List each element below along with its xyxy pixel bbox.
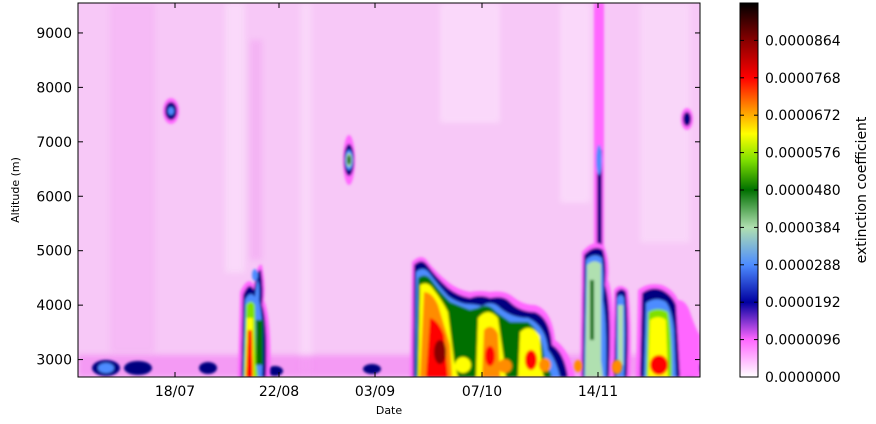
colorbar-tick-label: 0.0000672 — [765, 108, 841, 124]
colorbar-tick-label: 0.0000288 — [765, 258, 841, 274]
colorbar-label: extinction coefficient — [854, 116, 870, 263]
x-axis: 18/07 22/08 03/09 07/10 14/11 — [155, 3, 618, 400]
feature-layer-07-10 — [410, 257, 575, 377]
x-tick-label: 22/08 — [259, 384, 299, 400]
feature-cloud-03-09 — [343, 135, 355, 185]
colorbar-tick-label: 0.0000768 — [765, 71, 841, 87]
feature-plume-22-08 — [238, 264, 271, 377]
colorbar-tick-label: 0.0000096 — [765, 333, 841, 349]
x-tick-label: 14/11 — [578, 384, 618, 400]
feature-layer-late-november — [574, 284, 700, 377]
x-axis-label: Date — [376, 404, 403, 417]
x-tick-label: 03/09 — [355, 384, 395, 400]
y-axis: 3000 4000 5000 6000 7000 8000 9000 — [36, 26, 700, 369]
colorbar-tick-label: 0.0000384 — [765, 220, 841, 236]
y-axis-label: Altitude (m) — [9, 157, 22, 223]
plot-frame — [77, 2, 701, 378]
colorbar-ticks: 0.0000000 0.0000096 0.0000192 0.0000288 0.00… — [740, 33, 841, 386]
colorbar-tick-label: 0.0000192 — [765, 295, 841, 311]
x-tick-label: 18/07 — [155, 384, 195, 400]
plot-area — [78, 3, 700, 377]
feature-column-14-11 — [580, 3, 631, 377]
feature-cloud-right — [681, 108, 693, 130]
colorbar-tick-label: 0.0000576 — [765, 146, 841, 162]
colorbar-tick-label: 0.0000480 — [765, 183, 841, 199]
y-tick-label: 4000 — [36, 298, 72, 314]
y-tick-label: 5000 — [36, 244, 72, 260]
y-tick-label: 6000 — [36, 189, 72, 205]
colorbar-tick-label: 0.0000864 — [765, 33, 841, 49]
y-tick-label: 7000 — [36, 135, 72, 151]
y-tick-label: 9000 — [36, 26, 72, 42]
y-tick-label: 3000 — [36, 353, 72, 369]
y-tick-label: 8000 — [36, 80, 72, 96]
colorbar-tick-label: 0.0000000 — [765, 370, 841, 386]
x-tick-label: 07/10 — [462, 384, 502, 400]
feature-cloud-18-07 — [163, 98, 179, 124]
